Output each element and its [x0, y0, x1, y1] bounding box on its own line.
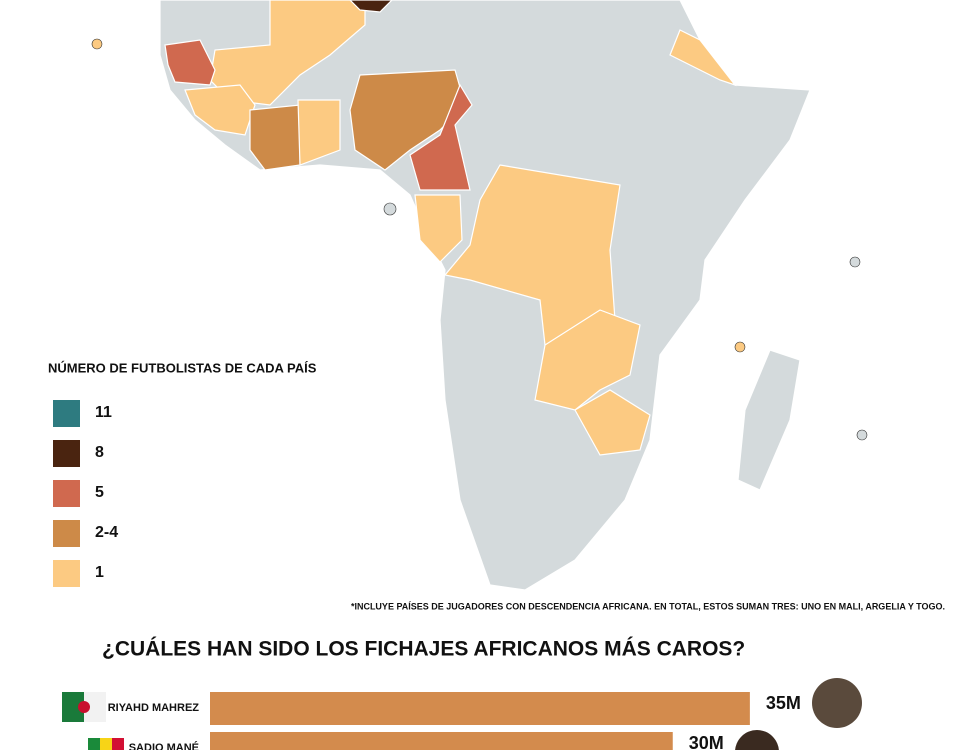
footnote: *INCLUYE PAÍSES DE JUGADORES CON DESCEND…: [351, 601, 945, 611]
region: [409, 83, 473, 191]
legend-swatch: [53, 480, 80, 507]
island: [91, 38, 103, 50]
region: [443, 164, 621, 346]
legend-swatch: [53, 400, 80, 427]
legend-swatch: [53, 560, 80, 587]
value-label: 30M: [689, 733, 724, 750]
flags: [62, 692, 124, 750]
legend-label: 11: [95, 404, 112, 421]
bar-chart: RIYAHD MAHREZ 35M SADIO MANÉ 30M: [108, 692, 801, 750]
region: [414, 194, 463, 263]
africa-map: [91, 0, 868, 591]
value-label: 35M: [766, 693, 801, 713]
region: [184, 84, 256, 136]
flag: [100, 738, 112, 750]
island: [849, 256, 861, 268]
island: [383, 202, 397, 216]
island: [734, 341, 746, 353]
region: [297, 99, 341, 166]
flag: [62, 692, 84, 722]
region: [534, 309, 641, 411]
flag: [84, 692, 106, 722]
bar: [210, 732, 673, 750]
flag: [78, 701, 90, 713]
madagascar: [737, 349, 801, 491]
bar: [210, 692, 750, 725]
region: [574, 389, 651, 456]
legend-label: 5: [95, 484, 104, 501]
legend-title: NÚMERO DE FUTBOLISTAS DE CADA PAÍS: [48, 360, 317, 375]
legend-swatch: [53, 440, 80, 467]
legend-swatch: [53, 520, 80, 547]
legend-label: 2-4: [95, 524, 118, 541]
player-photo: [735, 730, 779, 750]
island: [856, 429, 868, 441]
region: [249, 104, 301, 171]
region: [669, 29, 737, 87]
legend-label: 1: [95, 564, 104, 581]
flag: [112, 738, 124, 750]
category-label: RIYAHD MAHREZ: [108, 702, 200, 714]
chart-title: ¿CUÁLES HAN SIDO LOS FICHAJES AFRICANOS …: [102, 638, 745, 661]
flag: [88, 738, 100, 750]
legend-label: 8: [95, 444, 104, 461]
region: [349, 0, 393, 13]
legend: 11 8 5 2-4 1: [53, 400, 118, 587]
region: [164, 39, 216, 86]
player-photo: [812, 678, 862, 728]
region: [349, 69, 466, 171]
region: [209, 0, 366, 106]
category-label: SADIO MANÉ: [129, 741, 199, 750]
